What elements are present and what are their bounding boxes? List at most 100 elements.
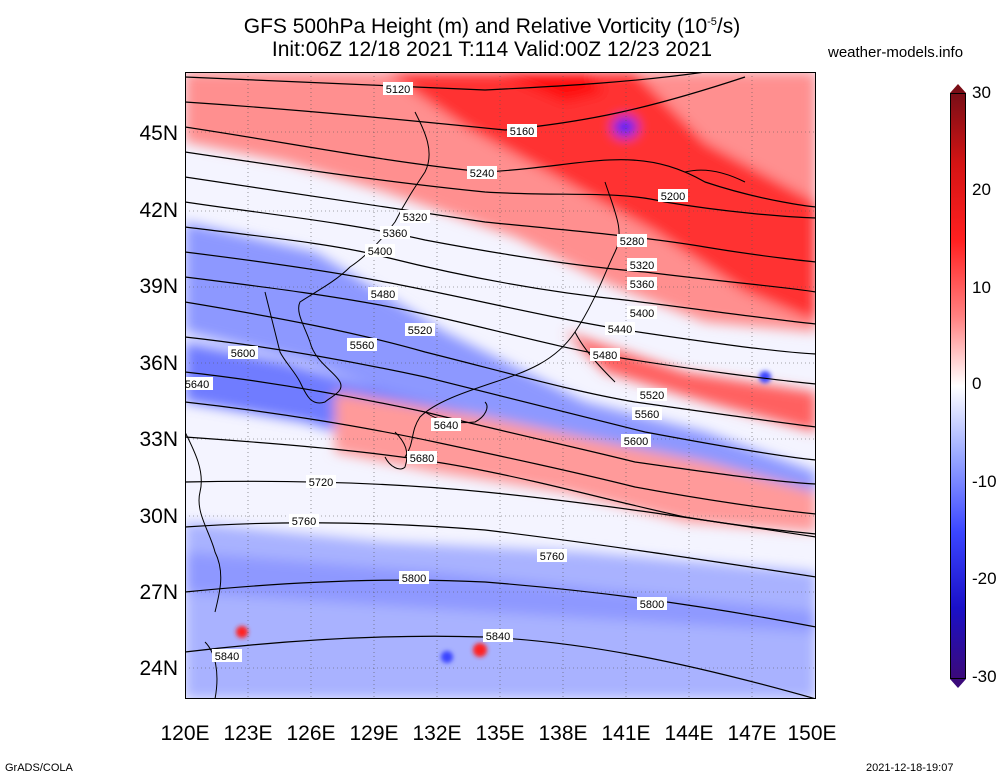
svg-text:5480: 5480 bbox=[593, 350, 617, 362]
lon-label: 141E bbox=[601, 722, 651, 745]
map-frame bbox=[185, 72, 816, 699]
footer-credit: GrADS/COLA bbox=[5, 762, 73, 774]
svg-text:5640: 5640 bbox=[185, 379, 209, 391]
contour-label: 5840 bbox=[212, 649, 242, 663]
svg-text:5200: 5200 bbox=[661, 191, 685, 203]
svg-text:5800: 5800 bbox=[640, 599, 664, 611]
lat-label: 39N bbox=[139, 275, 178, 298]
lon-label: 138E bbox=[538, 722, 588, 745]
contour-label: 5600 bbox=[228, 346, 258, 360]
svg-text:5400: 5400 bbox=[630, 308, 654, 320]
contour-label: 5800 bbox=[399, 571, 429, 585]
contour-label: 5200 bbox=[658, 189, 688, 203]
lat-label: 33N bbox=[139, 428, 178, 451]
contour-label: 5400 bbox=[627, 306, 657, 320]
lon-label: 150E bbox=[787, 722, 837, 745]
contour-label: 5560 bbox=[347, 338, 377, 352]
contour-label: 5680 bbox=[407, 451, 437, 465]
vorticity-field bbox=[185, 72, 816, 699]
contour-label-group: 5120 5160 5200 5240 5280 5320 5320 5360 … bbox=[185, 82, 688, 663]
svg-text:5680: 5680 bbox=[410, 453, 434, 465]
svg-text:5480: 5480 bbox=[371, 289, 395, 301]
contour-label: 5760 bbox=[289, 514, 319, 528]
svg-text:5160: 5160 bbox=[510, 126, 534, 138]
map-title-line2: Init:06Z 12/18 2021 T:114 Valid:00Z 12/2… bbox=[271, 38, 713, 61]
graticule bbox=[185, 72, 816, 699]
svg-text:5120: 5120 bbox=[386, 84, 410, 96]
vorticity-spots bbox=[236, 371, 771, 663]
contour-label: 5640 bbox=[431, 418, 461, 432]
lon-label: 147E bbox=[727, 722, 777, 745]
svg-text:5280: 5280 bbox=[620, 236, 644, 248]
contour-label: 5400 bbox=[365, 244, 395, 258]
contour-label: 5760 bbox=[537, 549, 567, 563]
svg-text:5360: 5360 bbox=[630, 279, 654, 291]
lat-label: 45N bbox=[139, 122, 178, 145]
svg-text:5360: 5360 bbox=[383, 228, 407, 240]
height-contours bbox=[185, 72, 816, 699]
colorbar-top-arrow bbox=[950, 84, 966, 93]
contour-label: 5560 bbox=[632, 407, 662, 421]
lon-label: 144E bbox=[664, 722, 714, 745]
svg-text:5440: 5440 bbox=[608, 324, 632, 336]
contour-label: 5840 bbox=[483, 629, 513, 643]
lat-label: 36N bbox=[139, 352, 178, 375]
contour-label: 5320 bbox=[400, 210, 430, 224]
svg-text:5600: 5600 bbox=[624, 436, 648, 448]
contour-label: 5520 bbox=[637, 388, 667, 402]
contour-label: 5120 bbox=[383, 82, 413, 96]
colorbar-label: 30 bbox=[972, 83, 991, 102]
svg-text:5840: 5840 bbox=[215, 651, 239, 663]
svg-text:5240: 5240 bbox=[470, 168, 494, 180]
contour-label: 5800 bbox=[637, 597, 667, 611]
colorbar-label: -10 bbox=[972, 472, 997, 491]
contour-label: 5720 bbox=[306, 475, 336, 489]
colorbar-label: 0 bbox=[972, 374, 982, 393]
svg-text:5400: 5400 bbox=[368, 246, 392, 258]
svg-text:5520: 5520 bbox=[640, 390, 664, 402]
lon-label: 126E bbox=[286, 722, 336, 745]
svg-text:5560: 5560 bbox=[350, 340, 374, 352]
lon-label: 132E bbox=[412, 722, 462, 745]
lat-label: 27N bbox=[139, 581, 178, 604]
lat-label: 30N bbox=[139, 505, 178, 528]
colorbar-bottom-arrow bbox=[950, 679, 966, 688]
svg-text:5640: 5640 bbox=[434, 420, 458, 432]
svg-text:5760: 5760 bbox=[540, 551, 564, 563]
svg-text:5840: 5840 bbox=[486, 631, 510, 643]
footer-timestamp: 2021-12-18-19:07 bbox=[866, 762, 954, 774]
contour-label: 5600 bbox=[621, 434, 651, 448]
lon-label: 129E bbox=[349, 722, 399, 745]
colorbar-label: 20 bbox=[972, 180, 991, 199]
svg-text:5720: 5720 bbox=[309, 477, 333, 489]
map-title-line1: GFS 500hPa Height (m) and Relative Vorti… bbox=[243, 15, 741, 38]
site-credit: weather-models.info bbox=[828, 44, 964, 61]
lon-label: 135E bbox=[475, 722, 525, 745]
lon-label: 123E bbox=[223, 722, 273, 745]
contour-label: 5240 bbox=[467, 166, 497, 180]
contour-label: 5320 bbox=[627, 258, 657, 272]
svg-text:5760: 5760 bbox=[292, 516, 316, 528]
colorbar-label: -30 bbox=[972, 667, 997, 686]
contour-label: 5520 bbox=[405, 323, 435, 337]
contour-label: 5160 bbox=[507, 124, 537, 138]
vorticity-map: 5120 5160 5200 5240 5280 5320 5320 5360 … bbox=[185, 72, 816, 699]
svg-text:5560: 5560 bbox=[635, 409, 659, 421]
svg-text:5520: 5520 bbox=[408, 325, 432, 337]
colorbar bbox=[950, 93, 966, 679]
contour-label: 5280 bbox=[617, 234, 647, 248]
svg-text:5320: 5320 bbox=[403, 212, 427, 224]
contour-label: 5360 bbox=[627, 277, 657, 291]
contour-label: 5360 bbox=[380, 226, 410, 240]
lat-label: 24N bbox=[139, 657, 178, 680]
contour-label: 5480 bbox=[590, 348, 620, 362]
contour-label: 5440 bbox=[605, 322, 635, 336]
colorbar-label: 10 bbox=[972, 278, 991, 297]
colorbar-label: -20 bbox=[972, 569, 997, 588]
contour-label: 5640 bbox=[185, 377, 213, 391]
svg-text:5320: 5320 bbox=[630, 260, 654, 272]
contour-label: 5480 bbox=[368, 287, 398, 301]
lat-label: 42N bbox=[139, 199, 178, 222]
svg-text:5600: 5600 bbox=[231, 348, 255, 360]
lon-label: 120E bbox=[160, 722, 210, 745]
